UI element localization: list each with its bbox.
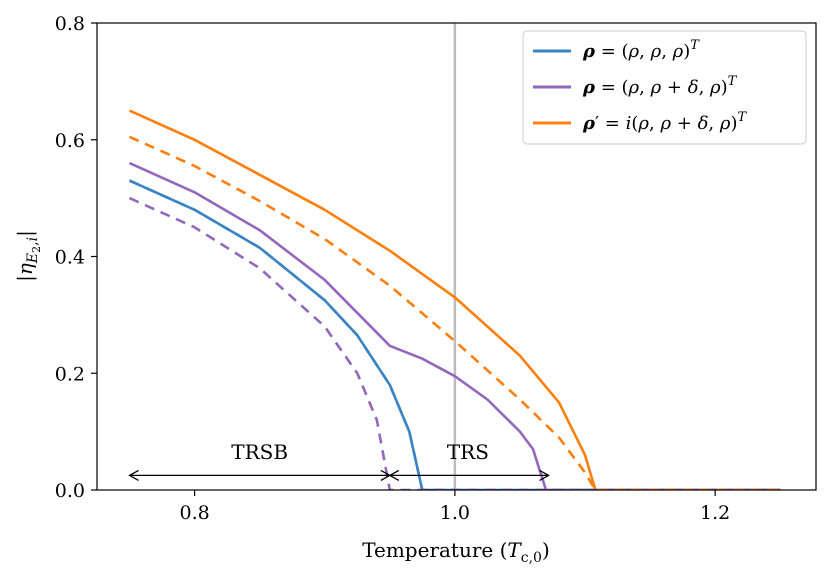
series-line (128, 161, 781, 490)
x-tick-label: 0.8 (179, 502, 209, 524)
series-line (128, 196, 781, 490)
y-tick-label: 0.2 (55, 363, 85, 385)
series-line (128, 135, 781, 490)
annotation-label: TRSB (231, 440, 288, 464)
legend: ρ = (ρ, ρ, ρ)T ρ = (ρ, ρ + δ, ρ)T ρ′ = i… (522, 30, 807, 145)
y-tick-label: 0.8 (55, 13, 85, 35)
legend-label-complex: ρ′ = i(ρ, ρ + δ, ρ)T (582, 110, 748, 134)
annotation-label: TRS (447, 440, 489, 464)
y-tick-label: 0.6 (55, 130, 85, 152)
x-axis-label: Temperature (Tc,0) (362, 538, 550, 566)
legend-label-delta: ρ = (ρ, ρ + δ, ρ)T (582, 74, 738, 98)
series-line (128, 179, 781, 490)
y-tick-label: 0.4 (55, 247, 85, 269)
legend-label-uniform: ρ = (ρ, ρ, ρ)T (582, 38, 700, 62)
arrow-head-right (539, 469, 550, 481)
y-axis-label: |ηE2,i| (13, 230, 43, 282)
arrow-head-left (128, 469, 139, 481)
series-line (128, 109, 781, 490)
x-tick-label: 1.2 (700, 502, 730, 524)
x-tick-label: 1.0 (440, 502, 470, 524)
legend-box (522, 30, 807, 145)
arrow-head-left (388, 469, 400, 481)
y-tick-label: 0.0 (55, 480, 85, 502)
